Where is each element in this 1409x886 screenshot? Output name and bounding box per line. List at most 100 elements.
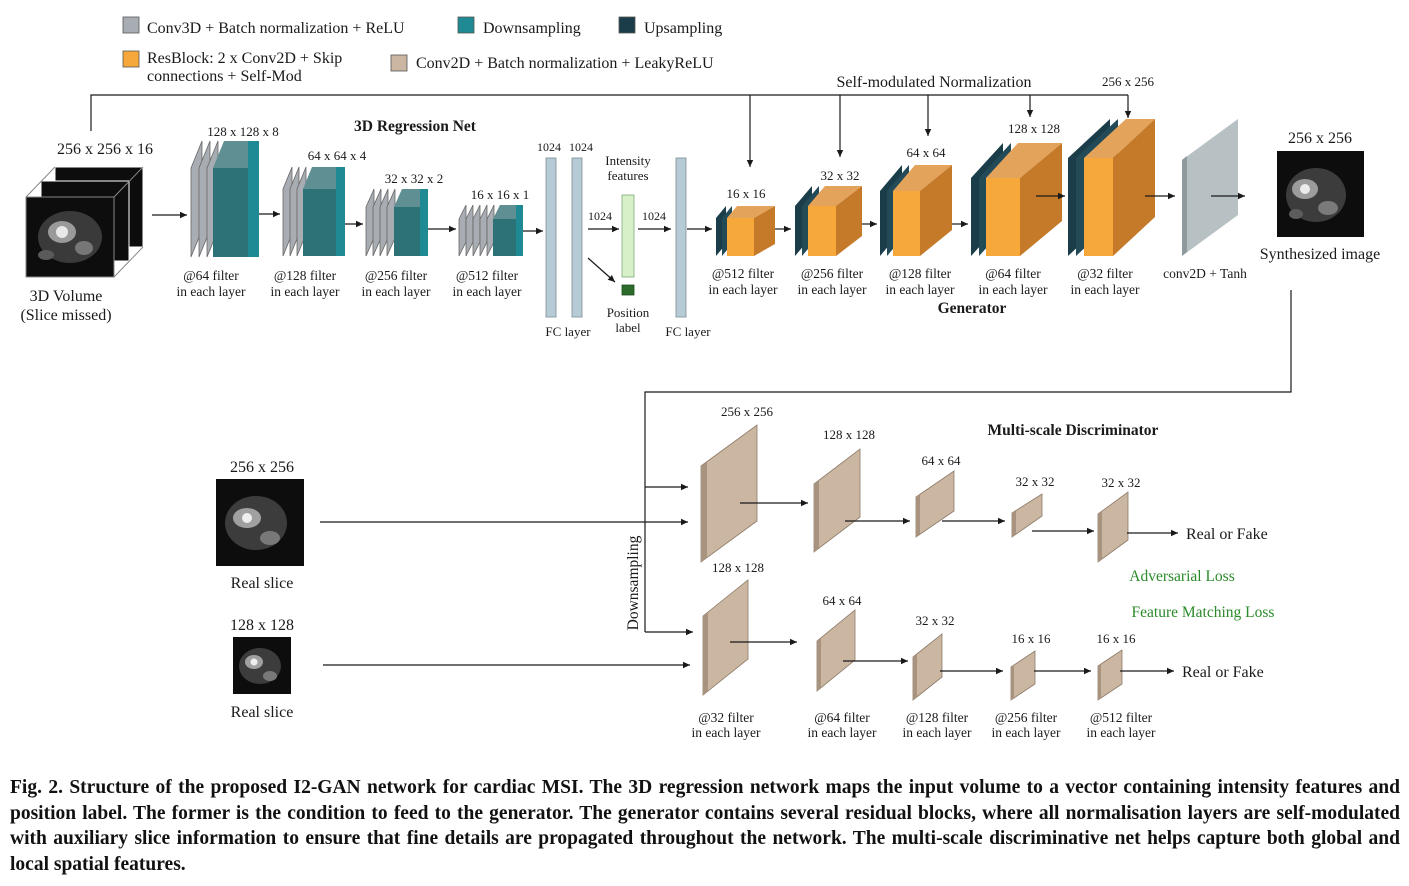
disc-bottom-size-1: 128 x 128 <box>712 560 764 575</box>
disc-bottom-size-2: 64 x 64 <box>823 593 863 608</box>
adversarial-loss-label: Adversarial Loss <box>1129 568 1234 585</box>
disc-bottom-layer-2 <box>816 609 856 692</box>
disc-bottom-layer-3 <box>912 633 943 701</box>
disc-top-size-5: 32 x 32 <box>1102 475 1141 490</box>
legend-label-downsampling: Downsampling <box>483 20 581 37</box>
regression-block-2-sub: in each layer <box>271 284 340 299</box>
legend-swatch-conv3d <box>122 16 140 34</box>
disc-top-layer-4 <box>1011 493 1043 538</box>
real-slice-1-image <box>216 479 304 566</box>
disc-top-layer-3 <box>915 470 955 538</box>
disc-filter-1: @32 filter <box>698 710 754 725</box>
synthesized-image <box>1277 151 1364 237</box>
generator-block-2-sub: in each layer <box>798 282 867 297</box>
regression-block-1 <box>190 140 259 258</box>
figure-caption: Fig. 2. Structure of the proposed I2-GAN… <box>10 777 1400 875</box>
regression-block-2-size: 64 x 64 x 4 <box>308 148 367 163</box>
arrow-fc-to-position <box>587 257 616 283</box>
intensity-dim-in: 1024 <box>588 209 612 223</box>
generator-block-3-sub: in each layer <box>886 282 955 297</box>
regression-block-3 <box>365 188 428 257</box>
intensity-features-vector <box>621 194 635 278</box>
disc-top-size-3: 64 x 64 <box>922 453 962 468</box>
fc-layer-label-2: FC layer <box>665 324 711 339</box>
disc-top-layer-5 <box>1097 491 1129 563</box>
disc-bottom-layer-5 <box>1097 649 1123 701</box>
generator-block-4-size: 128 x 128 <box>1008 121 1060 136</box>
real-slice-1-size: 256 x 256 <box>230 459 294 476</box>
disc-filter-3: @128 filter <box>906 710 969 725</box>
disc-top-output-label: Real or Fake <box>1186 526 1268 543</box>
intensity-label-1: Intensity <box>605 153 651 168</box>
generator-block-4 <box>971 143 1062 256</box>
line-output-to-discriminator <box>644 290 1292 632</box>
generator-block-3 <box>880 165 952 256</box>
disc-filter-5: @512 filter <box>1090 710 1153 725</box>
output-label: Synthesized image <box>1260 246 1380 263</box>
generator-block-3-size: 64 x 64 <box>907 145 947 160</box>
legend-swatch-upsampling <box>618 16 636 34</box>
position-label-2: label <box>615 320 641 335</box>
disc-top-layer-1 <box>700 424 758 563</box>
self-modulation-lines <box>90 94 1132 167</box>
regression-block-4-sub: in each layer <box>453 284 522 299</box>
generator-block-5-sub: in each layer <box>1071 282 1140 297</box>
regression-block-4-filter: @512 filter <box>456 268 519 283</box>
intensity-label-2: features <box>607 168 648 183</box>
disc-top-size-2: 128 x 128 <box>823 427 875 442</box>
fc-layer-1a <box>545 157 557 318</box>
generator-block-1-sub: in each layer <box>709 282 778 297</box>
regression-block-4 <box>458 204 523 257</box>
regression-block-3-size: 32 x 32 x 2 <box>385 171 444 186</box>
position-label-1: Position <box>607 305 650 320</box>
real-slice-2-image <box>233 637 291 694</box>
disc-bottom-size-3: 32 x 32 <box>916 613 955 628</box>
legend-label-resblock-2: connections + Self-Mod <box>147 68 302 85</box>
legend-label-conv2d: Conv2D + Batch normalization + LeakyReLU <box>416 55 714 72</box>
output-size: 256 x 256 <box>1288 130 1352 147</box>
disc-filter-4: @256 filter <box>995 710 1058 725</box>
generator-block-2 <box>795 186 862 256</box>
legend-label-resblock-1: ResBlock: 2 x Conv2D + Skip <box>147 50 342 67</box>
real-slice-2-label: Real slice <box>231 704 294 721</box>
disc-filter-2-sub: in each layer <box>808 725 877 740</box>
disc-top-size-4: 32 x 32 <box>1016 474 1055 489</box>
regression-title: 3D Regression Net <box>354 118 477 135</box>
intensity-dim-out: 1024 <box>642 209 666 223</box>
generator-block-1-size: 16 x 16 <box>727 186 767 201</box>
regression-block-4-size: 16 x 16 x 1 <box>471 187 530 202</box>
input-volume: 256 x 256 x 16 3D Volume (Slice missed) <box>20 141 153 324</box>
fc-layer-2 <box>675 157 687 318</box>
input-label-2: (Slice missed) <box>20 307 111 324</box>
regression-block-1-filter: @64 filter <box>183 268 239 283</box>
disc-bottom-output-label: Real or Fake <box>1182 664 1264 681</box>
disc-bottom-layer-1 <box>702 579 749 696</box>
legend-swatch-downsampling <box>457 16 475 34</box>
disc-filter-5-sub: in each layer <box>1087 725 1156 740</box>
legend-label-conv3d: Conv3D + Batch normalization + ReLU <box>147 20 405 37</box>
generator-block-1-filter: @512 filter <box>712 266 775 281</box>
input-size: 256 x 256 x 16 <box>57 141 153 158</box>
real-slice-2-size: 128 x 128 <box>230 617 294 634</box>
final-conv-label: conv2D + Tanh <box>1163 266 1247 281</box>
disc-top-layer-2 <box>813 448 861 553</box>
generator-block-2-size: 32 x 32 <box>821 168 860 183</box>
disc-bottom-size-5: 16 x 16 <box>1097 631 1137 646</box>
volume-slice-front <box>25 196 115 278</box>
downsampling-label: Downsampling <box>625 535 642 630</box>
generator-block-4-sub: in each layer <box>979 282 1048 297</box>
disc-filter-2: @64 filter <box>814 710 870 725</box>
regression-block-3-sub: in each layer <box>362 284 431 299</box>
real-slice-1-label: Real slice <box>231 575 294 592</box>
generator-block-1 <box>716 206 775 256</box>
generator-title: Generator <box>938 300 1007 317</box>
regression-block-1-sub: in each layer <box>177 284 246 299</box>
disc-bottom-size-4: 16 x 16 <box>1012 631 1052 646</box>
disc-filter-1-sub: in each layer <box>692 725 761 740</box>
generator-block-3-filter: @128 filter <box>889 266 952 281</box>
generator-output-size-top: 256 x 256 <box>1102 74 1155 89</box>
fc-dim-2: 1024 <box>569 140 593 154</box>
legend-label-upsampling: Upsampling <box>644 20 722 37</box>
fc-layer-label-1: FC layer <box>545 324 591 339</box>
